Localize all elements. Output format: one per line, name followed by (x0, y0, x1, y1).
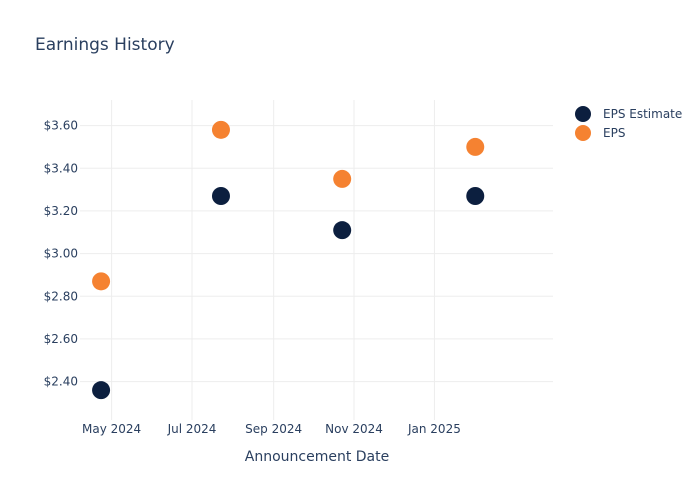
legend-marker (575, 106, 591, 122)
eps-point[interactable] (211, 120, 230, 139)
legend-item-eps[interactable]: EPS (575, 125, 625, 141)
y-tick-label: $2.80 (44, 289, 78, 303)
eps-point[interactable] (466, 137, 485, 156)
x-gridlines (111, 100, 435, 420)
eps-point[interactable] (92, 272, 111, 291)
x-tick-label: May 2024 (82, 422, 141, 436)
eps-point[interactable] (333, 169, 352, 188)
x-tick-label: Jan 2025 (407, 422, 461, 436)
eps-estimate-point[interactable] (211, 187, 230, 205)
eps-estimate-point[interactable] (466, 187, 485, 205)
x-axis-title: Announcement Date (245, 449, 389, 465)
data-points (92, 120, 485, 400)
y-tick-label: $2.40 (44, 375, 78, 389)
y-tick-label: $3.40 (44, 161, 78, 175)
x-tick-label: Sep 2024 (245, 422, 302, 436)
y-tick-label: $3.20 (44, 204, 78, 218)
legend-marker (575, 125, 591, 141)
y-gridlines (80, 125, 553, 383)
y-tick-label: $3.60 (44, 119, 78, 133)
y-tick-label: $2.60 (44, 332, 78, 346)
legend-label: EPS Estimate (603, 107, 682, 121)
x-tick-labels: May 2024 Jul 2024 Sep 2024 Nov 2024 Jan 2025 (82, 422, 461, 436)
legend-label: EPS (603, 126, 625, 140)
eps-estimate-point[interactable] (333, 221, 352, 240)
y-tick-label: $3.00 (44, 247, 78, 261)
x-tick-label: Jul 2024 (167, 422, 217, 436)
legend-item-eps-estimate[interactable]: EPS Estimate (575, 106, 682, 122)
legend[interactable]: EPS Estimate EPS (575, 106, 682, 141)
eps-estimate-point[interactable] (92, 381, 111, 400)
x-tick-label: Nov 2024 (325, 422, 383, 436)
chart-title: Earnings History (35, 35, 175, 55)
y-tick-labels: $2.40 $2.60 $2.80 $3.00 $3.20 $3.40 $3.60 (44, 119, 78, 389)
